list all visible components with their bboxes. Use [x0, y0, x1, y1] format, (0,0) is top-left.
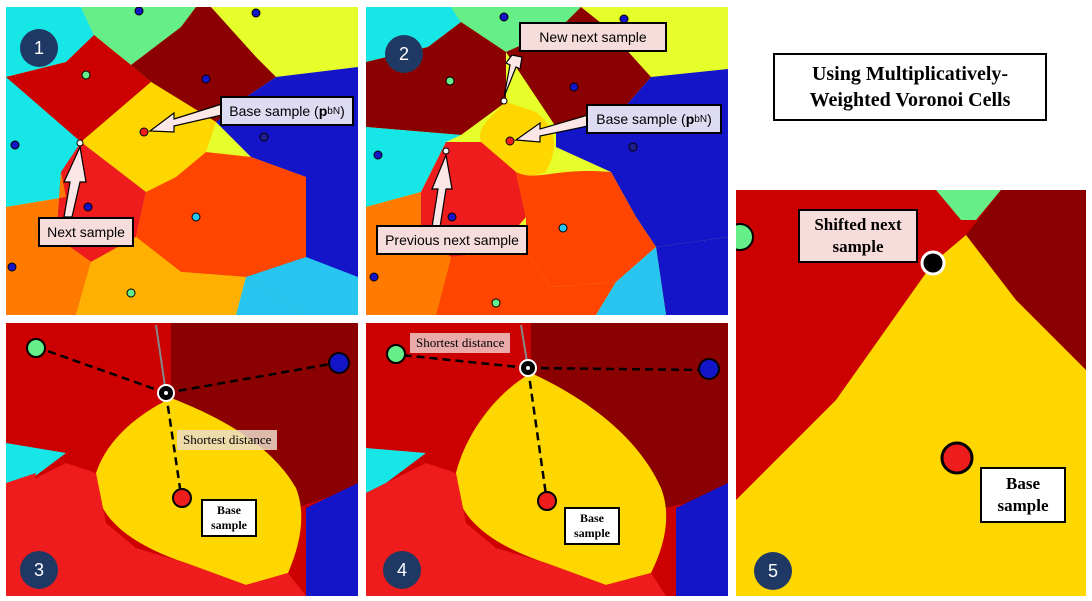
shifted-next-sample-label: Shifted next sample — [798, 209, 918, 263]
panel-1: 1 Base sample (p bN) Next sample — [6, 7, 358, 315]
shortest-distance-label-3: Shortest distance — [177, 430, 278, 450]
base-sample-label: Base sample (p bN) — [220, 96, 354, 126]
panel-number-2: 2 — [385, 35, 423, 73]
base-sample-box-4: Base sample — [564, 507, 620, 545]
figure-title: Using Multiplicatively- Weighted Voronoi… — [773, 53, 1047, 121]
panel-number-3: 3 — [20, 551, 58, 589]
title-line-2: Weighted Voronoi Cells — [809, 89, 1011, 111]
next-sample-dot — [76, 139, 84, 147]
base-sample-box-3: Base sample — [201, 499, 257, 537]
next-sample-label: Next sample — [38, 217, 134, 247]
panel-number-4: 4 — [383, 551, 421, 589]
shifted-vertex-point — [920, 250, 946, 276]
previous-next-sample-dot — [442, 147, 450, 155]
panel-4: Shortest distance Base sample 4 — [366, 323, 728, 596]
new-next-sample-label: New next sample — [519, 22, 667, 52]
voronoi-map-1 — [6, 7, 358, 315]
panel-3: Shortest distance Base sample 3 — [6, 323, 358, 596]
base-sample-box-5: Base sample — [980, 467, 1066, 523]
new-next-sample-dot — [500, 97, 508, 105]
base-sample-label-2: Base sample (p bN) — [586, 104, 722, 134]
panel-number-1: 1 — [20, 29, 58, 67]
panel-number-5: 5 — [754, 552, 792, 590]
zoom-map-3 — [6, 323, 358, 596]
panel-5: Shifted next sample Base sample 5 — [736, 190, 1086, 596]
panel-2: 2 New next sample Base sample (p bN) Prev… — [366, 7, 728, 315]
arrow-new-next — [503, 54, 523, 98]
title-line-1: Using Multiplicatively- — [811, 63, 1009, 85]
zoom-map-4 — [366, 323, 728, 596]
shortest-distance-label-4: Shortest distance — [410, 333, 511, 353]
previous-next-sample-label: Previous next sample — [376, 225, 528, 255]
